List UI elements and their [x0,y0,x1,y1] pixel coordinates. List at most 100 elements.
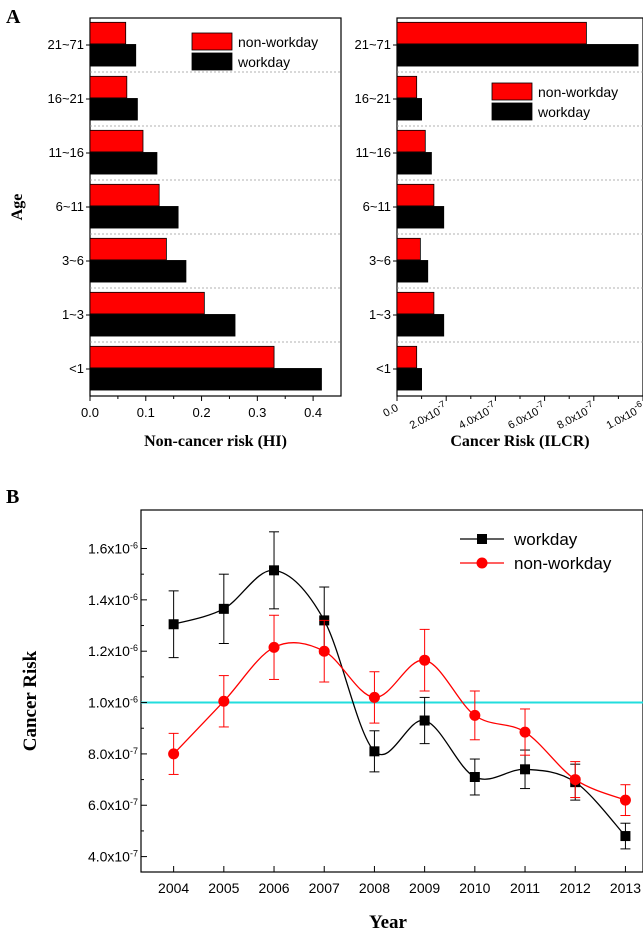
x-tick-label: 2009 [409,880,440,896]
category-label: 21~71 [354,37,391,52]
fit-curve-non-workday [173,642,626,801]
bar-workday [89,44,137,67]
category-label: 11~16 [48,145,84,160]
category-label: 11~16 [355,145,391,160]
y-tick-label: 4.0x10-7 [88,849,138,865]
bar-workday [396,368,423,391]
x-tick-label: 2004 [158,880,189,896]
point-non-workday [469,709,481,721]
y-tick-label: 1.4x10-6 [88,592,138,608]
y-tick-label: 8.0x10-7 [88,746,138,762]
category-label: <1 [376,361,391,376]
bar-non-workday [396,129,426,153]
x-tick-label: 2011 [510,880,540,896]
bar-workday [396,152,432,175]
legend-label-non-workday: non-workday [514,554,612,573]
x-tick-label: 2.0x10-7 [406,399,450,432]
point-workday [520,764,531,775]
x-tick-label: 2008 [359,880,390,896]
x-tick-label: 0.0 [381,402,400,420]
y-tick-label: 1.6x10-6 [88,541,138,557]
point-non-workday [368,691,380,703]
bar-workday [89,152,158,175]
bar-non-workday [89,183,160,207]
point-non-workday [318,645,330,657]
point-workday [168,619,179,630]
category-label: <1 [69,361,84,376]
bar-non-workday [396,183,435,207]
x-tick-label: 2006 [258,880,289,896]
point-non-workday [218,695,230,707]
bar-non-workday [89,237,167,261]
point-workday [269,565,280,576]
point-non-workday [569,774,581,786]
cancer-risk-trend-chart: 4.0x10-7 6.0x10-7 8.0x10-7 1.0x10-6 1.2x10-6… [20,509,643,933]
bar-workday [396,260,429,283]
category-label: 21~71 [47,37,84,52]
bar-workday [89,314,236,337]
bar-workday [89,260,187,283]
y-tick-label: 6.0x10-7 [88,797,138,813]
x-tick-label: 8.0x10-7 [553,399,597,432]
legend-marker-non-workday [476,557,488,569]
legend-swatch-non-workday [491,82,533,101]
point-non-workday [619,794,631,806]
x-tick-label: 2010 [459,880,490,896]
bar-non-workday [396,291,435,315]
legend-marker-workday [477,534,487,544]
point-non-workday [419,654,431,666]
legend-label-non-workday: non-workday [538,84,618,100]
point-workday [369,746,380,757]
category-label: 3~6 [62,253,84,268]
bar-workday [396,44,639,67]
category-label: 6~11 [363,199,391,214]
fit-curve-workday [173,569,626,837]
x-tick-label: 2007 [309,880,340,896]
legend-swatch-non-workday [191,32,233,51]
point-workday [218,603,229,614]
bar-non-workday [89,129,144,153]
bar-non-workday [396,21,587,45]
x-tick-label: 6.0x10-7 [504,399,548,432]
bar-workday [89,206,179,229]
x-tick-label: 4.0x10-7 [455,399,499,432]
bar-non-workday [89,21,127,45]
x-tick-label: 0.0 [81,405,99,420]
x-axis-label: Year [369,912,408,933]
cancer-risk-ilcr-chart: <1 1~3 3~6 6~11 11~16 16~21 21~71 0.0 2.0x10-74.… [354,17,643,450]
bar-workday [89,368,322,391]
y-axis-label: Cancer Risk [20,650,41,751]
legend-label-workday: workday [237,54,290,70]
bar-non-workday [89,75,128,99]
y-axis-label: Age [9,194,26,221]
bar-non-workday [396,75,418,99]
x-tick-label: 0.1 [137,405,155,420]
plot-frame [140,509,643,873]
y-tick-label: 1.2x10-6 [88,643,138,659]
x-tick-label: 0.3 [248,405,266,420]
category-label: 16~21 [47,91,84,106]
point-non-workday [268,641,280,653]
legend-swatch-workday [491,102,533,121]
x-axis-label: Non-cancer risk (HI) [144,433,287,450]
panel-b-letter: B [6,486,19,508]
x-tick-label: 2013 [610,880,641,896]
point-workday [469,772,480,783]
bar-non-workday [89,345,275,369]
bar-workday [396,98,423,121]
bar-workday [396,206,445,229]
y-tick-label: 1.0x10-6 [88,695,138,711]
bar-non-workday [396,237,421,261]
point-non-workday [168,748,180,760]
point-workday [419,715,430,726]
x-tick-label: 2012 [560,880,591,896]
category-label: 3~6 [369,253,391,268]
bar-non-workday [89,291,205,315]
category-label: 1~3 [62,307,84,322]
bar-workday [89,98,138,121]
bar-non-workday [396,345,418,369]
category-label: 16~21 [354,91,391,106]
point-non-workday [519,726,531,738]
bar-workday [396,314,445,337]
legend-label-non-workday: non-workday [238,34,318,50]
